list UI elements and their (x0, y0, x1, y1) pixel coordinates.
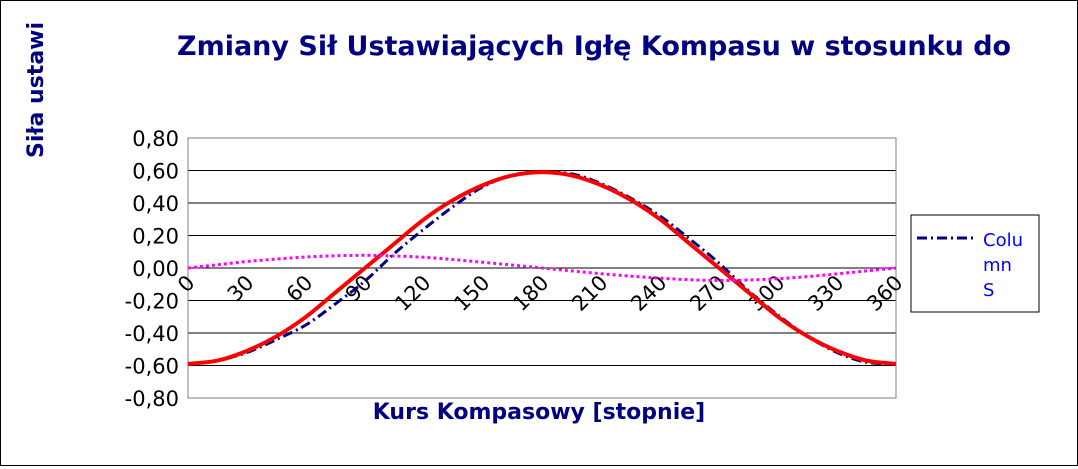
y-tick-label: -0,40 (125, 322, 179, 346)
legend: Colu mn S (910, 214, 1040, 313)
y-tick-label: 0,20 (132, 225, 179, 249)
series-line-unnamed-2 (187, 170, 897, 366)
y-axis-label: Siła ustawi (24, 22, 49, 158)
x-tick-labels: 0 30 60 90 120 150 180 210 240 270 300 330 360 (173, 271, 907, 316)
x-tick-label: 30 (223, 271, 259, 307)
series-lines (187, 170, 897, 366)
x-tick-label: 360 (862, 271, 907, 316)
y-tick-label: 0,00 (132, 257, 179, 281)
series-line-unnamed-3 (187, 253, 897, 283)
legend-label-line-3: S (983, 280, 994, 301)
x-tick-label: 210 (567, 271, 612, 316)
y-tick-label: 0,80 (132, 127, 179, 151)
y-tick-label: 0,40 (132, 192, 179, 216)
x-axis-label: Kurs Kompasowy [stopnie] (373, 400, 705, 425)
y-tick-label: 0,60 (132, 160, 179, 184)
x-tick-label: 180 (508, 271, 553, 316)
legend-label-line-1: Colu (983, 230, 1023, 251)
legend-box (910, 214, 1040, 313)
y-tick-label: -0,80 (125, 387, 179, 411)
x-tick-label: 60 (282, 271, 318, 307)
x-tick-label: 270 (685, 271, 730, 316)
chart-title: Zmiany Sił Ustawiających Igłę Kompasu w … (177, 31, 1011, 62)
y-tick-label: -0,60 (125, 355, 179, 379)
y-tick-label: -0,20 (125, 290, 179, 314)
x-tick-label: 120 (390, 271, 435, 316)
y-tick-labels: 0,80 0,60 0,40 0,20 0,00 -0,20 -0,40 -0,60 -0,80 (125, 127, 179, 411)
legend-label-line-2: mn (983, 255, 1012, 276)
x-tick-label: 150 (449, 271, 494, 316)
x-tick-label: 330 (803, 271, 848, 316)
